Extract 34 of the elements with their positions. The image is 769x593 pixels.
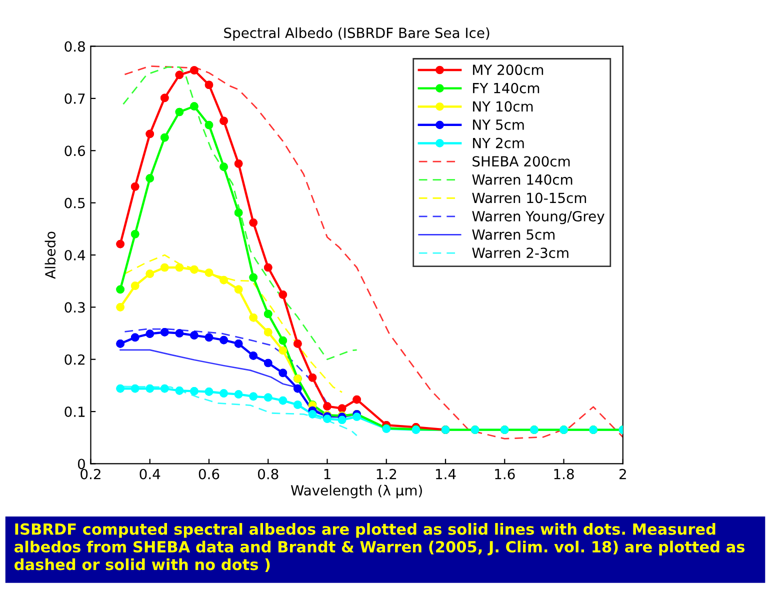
legend-label: NY 5cm <box>473 120 524 130</box>
y-tick-label: 0.3 <box>64 302 85 313</box>
y-tick-label: 0 <box>78 458 85 470</box>
x-tick-label: 0.8 <box>258 468 278 480</box>
x-axis-title: Wavelength (λ μm) <box>290 484 422 498</box>
y-tick-label: 0.2 <box>64 354 84 365</box>
legend-label: NY 2cm <box>473 138 524 148</box>
y-tick-label: 0.8 <box>64 41 85 52</box>
y-tick-label: 0.7 <box>64 93 85 104</box>
legend-label: NY 10cm <box>473 101 533 112</box>
y-axis-title: Albedo <box>44 232 56 279</box>
y-tick-label: 0.1 <box>64 406 85 418</box>
legend-label: Warren Young/Grey <box>472 210 604 224</box>
legend-label: Warren 5cm <box>472 229 554 240</box>
legend-label: FY 140cm <box>473 82 540 94</box>
x-tick-label: 1 <box>324 469 330 480</box>
chart-title: Spectral Albedo (ISBRDF Bare Sea Ice) <box>224 27 490 41</box>
x-tick-label: 1.4 <box>436 469 456 480</box>
text: ISBRDF computed spectral albedos are plotted as solid lines with dots. Measured albedos from SHEBA data and Brandt & Warren (2005, J. Clim. vol. 18) are plotted as dashed or solid with no dots ) <box>14 523 745 572</box>
legend-label: Warren 140cm <box>472 174 572 185</box>
x-tick-label: 1.8 <box>554 468 574 480</box>
legend-label: Warren 10-15cm <box>472 192 586 204</box>
legend-label: SHEBA 200cm <box>472 156 570 167</box>
y-tick-label: 0.4 <box>64 250 86 260</box>
legend-label: MY 200cm <box>473 64 544 76</box>
x-tick-label: 1.6 <box>495 468 515 480</box>
y-tick-label: 0.5 <box>64 198 85 208</box>
y-tick-label: 0.6 <box>64 146 86 156</box>
x-tick-label: 2 <box>619 468 626 480</box>
x-tick-label: 1.2 <box>376 468 396 480</box>
legend-label: Warren 2-3cm <box>472 248 568 258</box>
x-tick-label: 0.6 <box>198 468 220 480</box>
x-tick-label: 0.4 <box>140 468 160 480</box>
x-tick-label: 0.2 <box>80 468 100 480</box>
